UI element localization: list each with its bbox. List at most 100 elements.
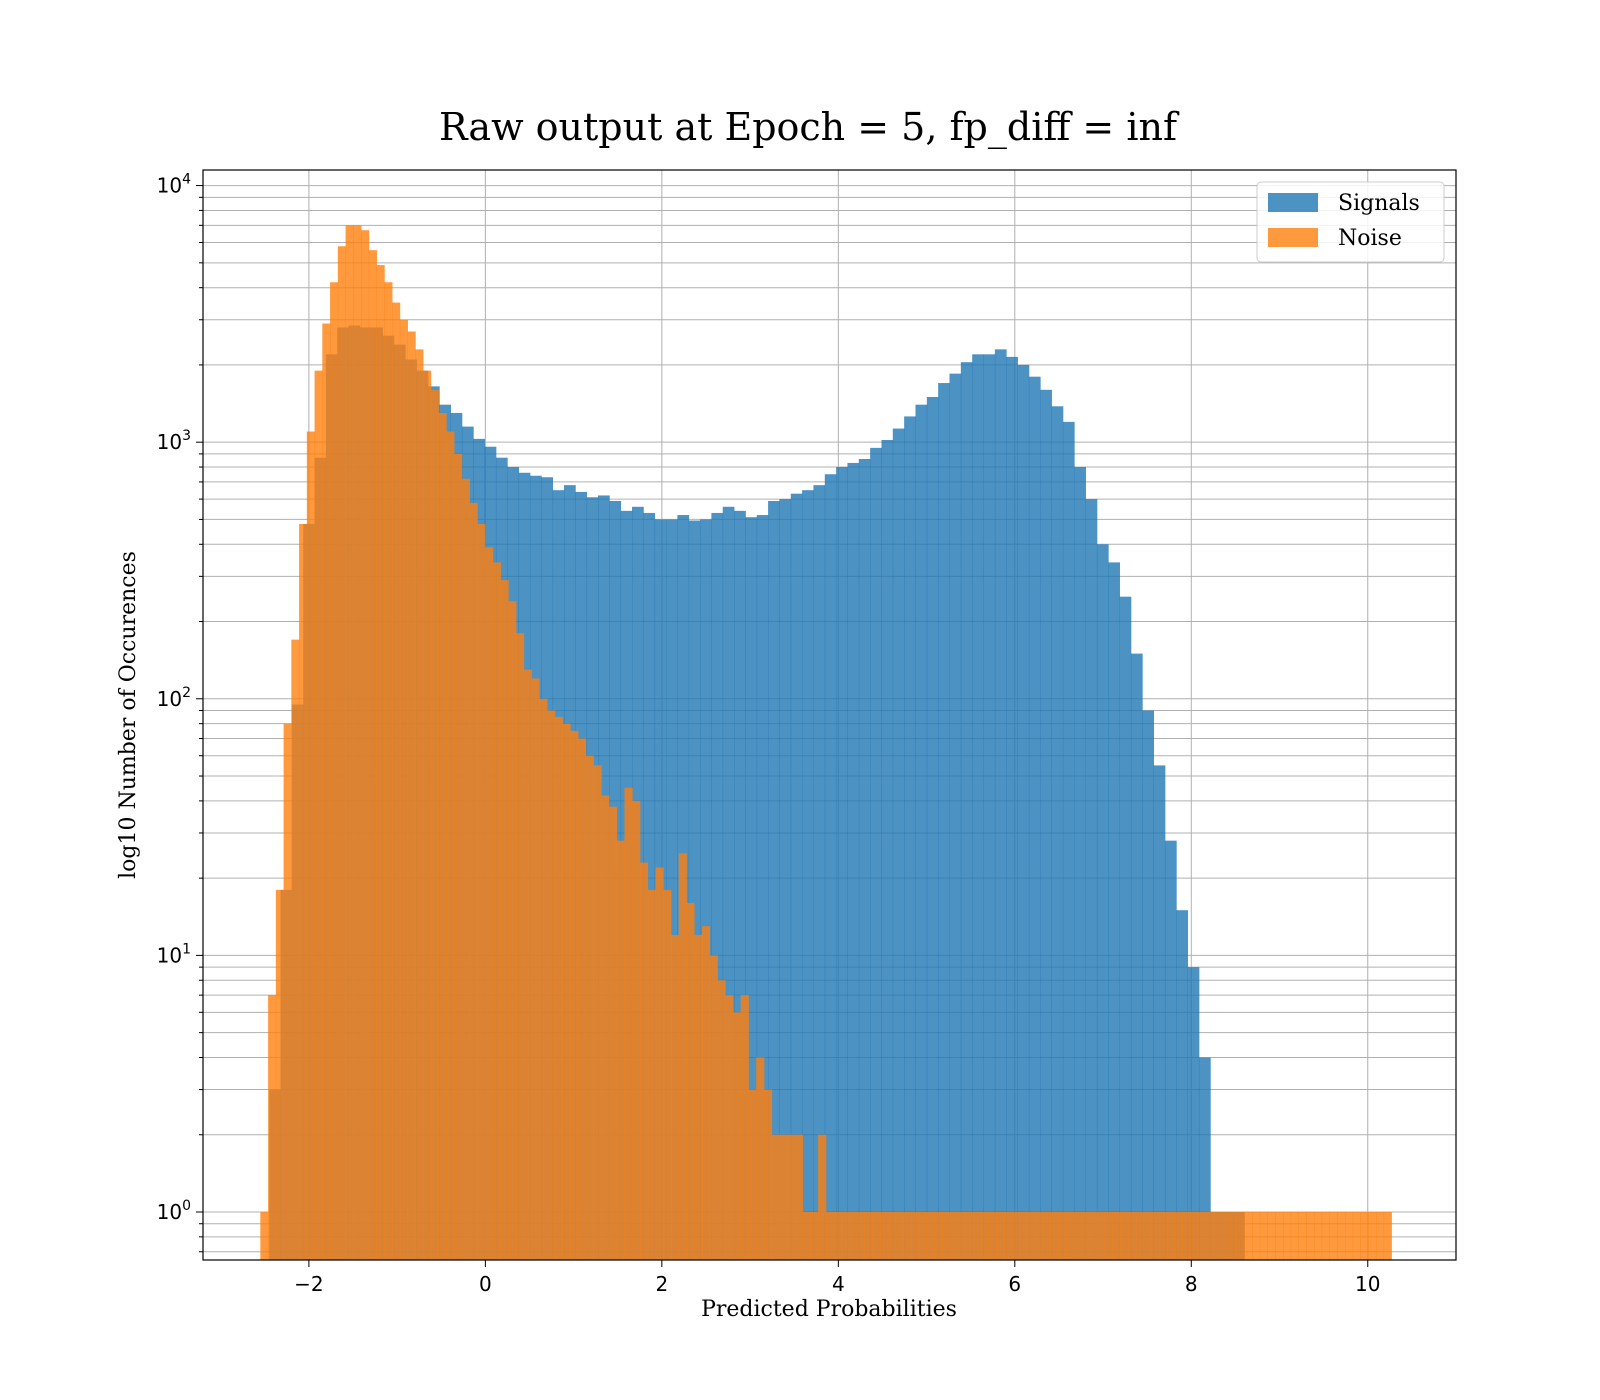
- noise-bar: [461, 478, 470, 1260]
- signals-bar: [824, 474, 837, 1260]
- noise-bar: [1352, 1211, 1361, 1260]
- noise-bar: [911, 1211, 920, 1260]
- noise-bar: [322, 323, 331, 1260]
- signals-bar: [870, 447, 882, 1261]
- signals-bar: [915, 404, 928, 1260]
- noise-bar: [973, 1211, 982, 1260]
- signals-bar: [926, 396, 939, 1260]
- noise-bar: [1259, 1211, 1268, 1260]
- noise-bar: [585, 755, 594, 1260]
- signals-bar: [960, 362, 973, 1261]
- x-tick-label: 8: [1185, 1272, 1198, 1296]
- noise-bar: [1344, 1211, 1354, 1260]
- plot-frame: [202, 169, 1457, 1261]
- signals-bar: [813, 485, 826, 1260]
- signals-bar: [1119, 596, 1132, 1260]
- x-tick-label: −2: [294, 1272, 323, 1296]
- noise-bar: [942, 1211, 951, 1260]
- noise-bar: [686, 903, 695, 1260]
- noise-bar: [1081, 1211, 1090, 1260]
- noise-bar: [275, 889, 284, 1260]
- noise-bar: [825, 1211, 835, 1260]
- noise-bar: [562, 723, 571, 1260]
- noise-bar: [957, 1211, 966, 1260]
- noise-bar: [926, 1211, 935, 1260]
- noise-bar: [841, 1211, 850, 1260]
- x-tick-label: 10: [1355, 1272, 1380, 1296]
- signals-bar: [904, 416, 916, 1260]
- noise-bar: [306, 431, 315, 1261]
- noise-bar: [988, 1211, 997, 1260]
- noise-bar: [725, 995, 734, 1260]
- noise-bar: [763, 1089, 773, 1260]
- signals-bar: [1051, 406, 1064, 1260]
- noise-bar: [670, 935, 680, 1260]
- signals-bar: [768, 500, 780, 1260]
- noise-bar: [624, 787, 633, 1260]
- noise-bar: [268, 995, 277, 1260]
- signals-bar: [858, 458, 871, 1260]
- noise-bar: [446, 431, 455, 1261]
- noise-bar: [415, 349, 424, 1260]
- noise-bar: [1221, 1211, 1230, 1260]
- noise-bar: [732, 1012, 742, 1260]
- noise-bar: [492, 562, 501, 1260]
- noise-bar: [392, 302, 401, 1260]
- legend-swatch-signals: [1268, 193, 1318, 212]
- noise-bar: [353, 225, 362, 1260]
- signals-bar: [836, 467, 848, 1260]
- signals-bar: [1108, 562, 1120, 1260]
- signals-bar: [881, 439, 894, 1260]
- noise-bar: [787, 1134, 796, 1260]
- noise-bar: [361, 230, 370, 1260]
- noise-bar: [1375, 1211, 1385, 1260]
- noise-bar: [996, 1211, 1005, 1260]
- noise-bar: [1151, 1211, 1160, 1260]
- noise-bar: [1383, 1211, 1392, 1260]
- signals-bar: [1198, 1057, 1211, 1260]
- noise-bar: [756, 1057, 765, 1260]
- noise-bar: [1050, 1211, 1059, 1260]
- signals-bar: [847, 462, 860, 1261]
- noise-bar: [1213, 1211, 1222, 1260]
- signals-bar: [983, 354, 996, 1261]
- legend-label-signals: Signals: [1338, 191, 1420, 216]
- noise-bar: [1337, 1211, 1346, 1260]
- noise-bar: [965, 1211, 974, 1260]
- noise-bar: [438, 412, 447, 1261]
- noise-bar: [1174, 1211, 1183, 1260]
- noise-bar: [260, 1211, 269, 1260]
- noise-bar: [368, 250, 377, 1260]
- noise-bar: [918, 1211, 928, 1260]
- noise-bar: [570, 730, 579, 1260]
- legend: Signals Noise: [1256, 181, 1445, 263]
- signals-bar: [972, 354, 984, 1261]
- signals-bar: [1096, 544, 1109, 1260]
- noise-bar: [577, 738, 587, 1260]
- noise-bar: [337, 246, 346, 1260]
- noise-bar: [1128, 1211, 1137, 1260]
- signals-bar: [1028, 376, 1041, 1260]
- noise-bar: [1097, 1211, 1106, 1260]
- noise-bar: [1027, 1211, 1036, 1260]
- signals-bar: [1074, 467, 1086, 1260]
- noise-bar: [345, 225, 354, 1260]
- noise-bar: [1228, 1211, 1237, 1260]
- signals-bar: [949, 373, 962, 1260]
- noise-bar: [740, 995, 749, 1260]
- y-tick-label: 104: [157, 172, 191, 198]
- signals-bar: [745, 517, 758, 1260]
- noise-bar: [616, 840, 625, 1260]
- noise-bar: [1314, 1211, 1323, 1260]
- noise-bar: [1205, 1211, 1214, 1260]
- noise-bar: [678, 853, 687, 1260]
- noise-bar: [1073, 1211, 1082, 1260]
- noise-bar: [794, 1134, 804, 1260]
- signals-bar: [802, 490, 814, 1261]
- noise-bar: [1368, 1211, 1377, 1260]
- noise-bar: [1290, 1211, 1299, 1260]
- signals-bar: [756, 515, 769, 1260]
- noise-bar: [516, 633, 525, 1260]
- y-tick-label: 101: [157, 941, 191, 967]
- signals-bar: [1164, 840, 1177, 1260]
